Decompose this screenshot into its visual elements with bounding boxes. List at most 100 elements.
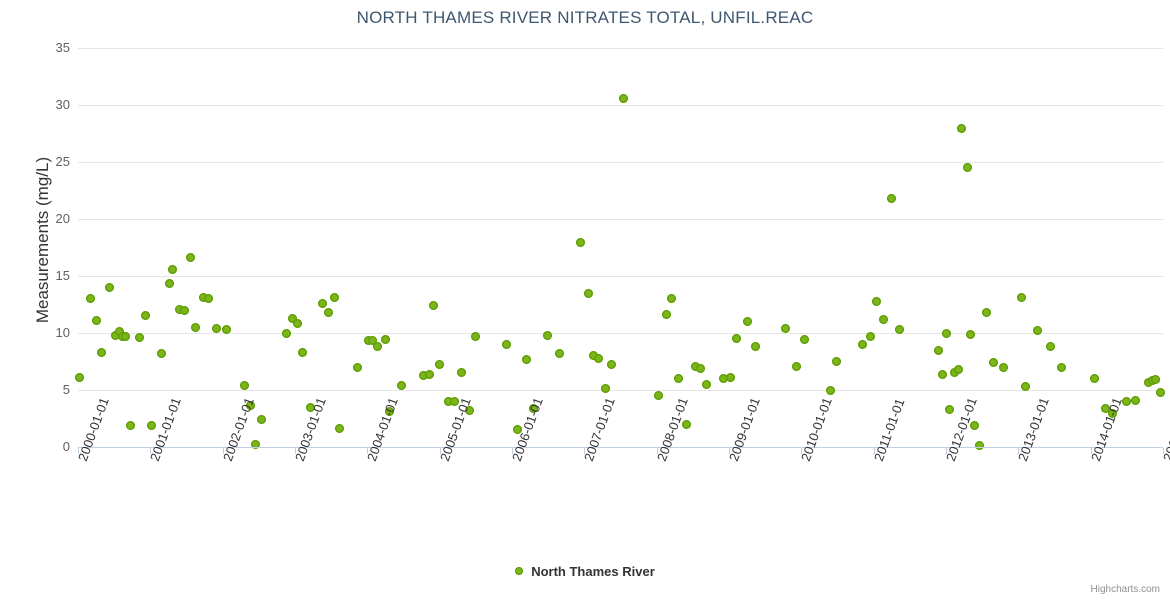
data-point[interactable]: [725, 372, 735, 382]
legend-item[interactable]: North Thames River: [515, 563, 655, 579]
data-point[interactable]: [212, 323, 222, 333]
data-point[interactable]: [666, 294, 676, 304]
data-point[interactable]: [681, 419, 691, 429]
data-point[interactable]: [396, 380, 406, 390]
data-point[interactable]: [1131, 395, 1140, 405]
data-point[interactable]: [372, 342, 382, 352]
data-point[interactable]: [941, 328, 951, 338]
data-point[interactable]: [317, 298, 327, 308]
data-point[interactable]: [334, 424, 344, 434]
data-point[interactable]: [529, 403, 539, 413]
data-point[interactable]: [879, 314, 889, 324]
data-point[interactable]: [872, 296, 882, 306]
data-point[interactable]: [742, 317, 752, 327]
data-point[interactable]: [982, 307, 991, 317]
data-point[interactable]: [618, 93, 628, 103]
data-point[interactable]: [963, 163, 973, 173]
data-point[interactable]: [246, 401, 256, 411]
data-point[interactable]: [425, 369, 435, 379]
data-point[interactable]: [895, 325, 905, 335]
data-point[interactable]: [429, 301, 439, 311]
data-point[interactable]: [239, 380, 249, 390]
data-point[interactable]: [385, 407, 395, 417]
data-point[interactable]: [945, 404, 955, 414]
data-point[interactable]: [865, 331, 875, 341]
data-point[interactable]: [125, 420, 135, 430]
data-point[interactable]: [791, 361, 801, 371]
data-point[interactable]: [576, 238, 586, 248]
data-point[interactable]: [305, 402, 315, 412]
data-point[interactable]: [1089, 374, 1099, 384]
data-point[interactable]: [780, 323, 790, 333]
data-point[interactable]: [858, 339, 868, 349]
data-point[interactable]: [690, 361, 700, 371]
data-point[interactable]: [443, 396, 453, 406]
data-point[interactable]: [140, 311, 150, 321]
data-point[interactable]: [464, 406, 474, 416]
data-point[interactable]: [974, 441, 984, 451]
data-point[interactable]: [449, 396, 459, 406]
data-point[interactable]: [186, 253, 196, 263]
data-point[interactable]: [435, 360, 445, 370]
data-point[interactable]: [1155, 387, 1165, 397]
data-point[interactable]: [97, 347, 107, 357]
data-point[interactable]: [287, 313, 297, 323]
data-point[interactable]: [957, 124, 967, 134]
data-point[interactable]: [1016, 293, 1026, 303]
data-point[interactable]: [257, 415, 267, 425]
data-point[interactable]: [1021, 382, 1031, 392]
data-point[interactable]: [542, 330, 552, 340]
data-point[interactable]: [168, 264, 178, 274]
data-point[interactable]: [164, 279, 174, 289]
data-point[interactable]: [695, 363, 705, 373]
data-point[interactable]: [594, 353, 604, 363]
data-point[interactable]: [589, 351, 599, 361]
data-point[interactable]: [1057, 362, 1067, 372]
data-point[interactable]: [198, 293, 208, 303]
data-point[interactable]: [111, 330, 121, 340]
data-point[interactable]: [607, 360, 617, 370]
data-point[interactable]: [555, 349, 565, 359]
data-point[interactable]: [1032, 326, 1042, 336]
data-point[interactable]: [826, 385, 836, 395]
data-point[interactable]: [521, 354, 531, 364]
data-point[interactable]: [419, 370, 429, 380]
data-point[interactable]: [662, 310, 672, 320]
data-point[interactable]: [653, 391, 663, 401]
data-point[interactable]: [203, 294, 213, 304]
data-point[interactable]: [471, 331, 481, 341]
data-point[interactable]: [702, 379, 712, 389]
data-point[interactable]: [114, 327, 124, 337]
data-point[interactable]: [600, 384, 610, 394]
data-point[interactable]: [1046, 342, 1056, 352]
data-point[interactable]: [673, 374, 683, 384]
data-point[interactable]: [731, 334, 741, 344]
data-point[interactable]: [221, 325, 231, 335]
data-point[interactable]: [92, 315, 102, 325]
data-point[interactable]: [352, 362, 362, 372]
data-point[interactable]: [970, 420, 980, 430]
data-point[interactable]: [512, 425, 522, 435]
data-point[interactable]: [323, 307, 333, 317]
data-point[interactable]: [105, 282, 115, 292]
data-point[interactable]: [1100, 403, 1110, 413]
data-point[interactable]: [251, 440, 261, 450]
data-point[interactable]: [989, 358, 999, 368]
data-point[interactable]: [501, 339, 511, 349]
data-point[interactable]: [953, 364, 963, 374]
data-point[interactable]: [330, 293, 340, 303]
data-point[interactable]: [584, 288, 594, 298]
data-point[interactable]: [750, 342, 760, 352]
data-point[interactable]: [1107, 409, 1117, 419]
data-point[interactable]: [999, 362, 1009, 372]
data-point[interactable]: [937, 369, 947, 379]
data-point[interactable]: [831, 357, 841, 366]
data-point[interactable]: [719, 374, 729, 384]
data-point[interactable]: [887, 193, 897, 203]
data-point[interactable]: [1151, 375, 1161, 385]
data-point[interactable]: [380, 335, 390, 345]
data-point[interactable]: [367, 336, 377, 346]
data-point[interactable]: [1122, 396, 1132, 406]
data-point[interactable]: [147, 420, 157, 430]
data-point[interactable]: [121, 331, 131, 341]
